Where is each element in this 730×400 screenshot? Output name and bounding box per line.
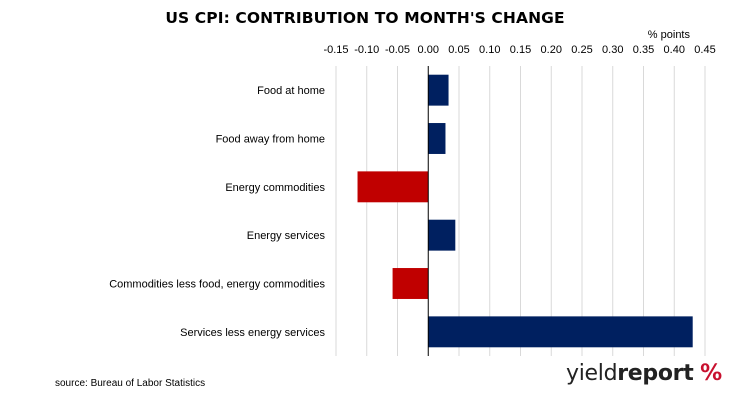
bar <box>357 171 429 203</box>
logo-percent-icon: % <box>700 361 722 386</box>
bars <box>357 74 693 348</box>
category-label: Services less energy services <box>180 327 325 339</box>
bar <box>428 123 446 154</box>
logo-word-1: yield <box>566 361 618 386</box>
bar <box>392 268 429 299</box>
x-tick-label: 0.15 <box>510 44 531 56</box>
category-labels: Food at home Food away from home Energy co… <box>109 85 325 339</box>
source-note: source: Bureau of Labor Statistics <box>55 378 206 389</box>
category-label: Energy services <box>247 230 326 242</box>
yieldreport-logo: yieldreport % <box>566 361 722 386</box>
x-tick-label: 0.45 <box>694 44 715 56</box>
grid-lines <box>335 66 706 356</box>
unit-label: % points <box>647 29 690 41</box>
x-tick-label: 0.30 <box>602 44 623 56</box>
x-tick-label: -0.10 <box>354 44 379 56</box>
chart-title: US CPI: CONTRIBUTION TO MONTH'S CHANGE <box>165 9 565 27</box>
logo-word-2: report <box>617 361 694 386</box>
bar <box>428 219 456 251</box>
bar <box>428 316 693 348</box>
x-tick-label: 0.35 <box>633 44 654 56</box>
category-label: Energy commodities <box>225 182 325 194</box>
category-label: Food at home <box>257 85 325 97</box>
x-tick-label: 0.25 <box>571 44 592 56</box>
category-label: Commodities less food, energy commoditie… <box>109 279 325 291</box>
x-tick-label: 0.05 <box>448 44 469 56</box>
x-tick-label: 0.40 <box>664 44 685 56</box>
x-tick-label: -0.05 <box>385 44 410 56</box>
x-tick-label: 0.10 <box>479 44 500 56</box>
tick-labels: -0.15 -0.10 -0.05 0.00 0.05 0.10 0.15 0.20 0.25 0… <box>323 44 715 56</box>
x-tick-label: 0.20 <box>541 44 562 56</box>
bar <box>428 74 449 106</box>
x-tick-label: 0.00 <box>418 44 439 56</box>
x-tick-label: -0.15 <box>323 44 348 56</box>
category-label: Food away from home <box>216 134 325 146</box>
